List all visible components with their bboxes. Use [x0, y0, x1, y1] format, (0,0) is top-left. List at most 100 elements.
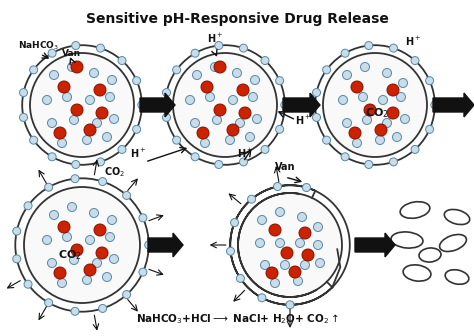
- Circle shape: [375, 135, 384, 144]
- Circle shape: [363, 116, 372, 125]
- Circle shape: [24, 202, 32, 210]
- Circle shape: [102, 132, 111, 141]
- Circle shape: [67, 203, 76, 211]
- Circle shape: [22, 45, 142, 165]
- Circle shape: [214, 104, 226, 116]
- Text: Sensitive pH-Responsive Drug Release: Sensitive pH-Responsive Drug Release: [86, 12, 388, 26]
- Circle shape: [313, 222, 322, 232]
- Circle shape: [99, 304, 107, 312]
- Circle shape: [58, 81, 70, 93]
- Circle shape: [70, 116, 79, 125]
- Circle shape: [96, 247, 108, 259]
- Circle shape: [237, 275, 245, 283]
- FancyArrow shape: [433, 93, 474, 117]
- Circle shape: [123, 291, 131, 299]
- Circle shape: [227, 124, 239, 136]
- Circle shape: [173, 66, 181, 74]
- Circle shape: [399, 79, 408, 87]
- Circle shape: [45, 299, 53, 307]
- Circle shape: [289, 266, 301, 278]
- Circle shape: [298, 212, 307, 221]
- Circle shape: [351, 81, 363, 93]
- Circle shape: [258, 294, 266, 302]
- Circle shape: [94, 224, 106, 236]
- Circle shape: [364, 104, 376, 116]
- Circle shape: [215, 161, 223, 168]
- Text: H$^+$: H$^+$: [237, 147, 254, 160]
- FancyArrow shape: [355, 233, 395, 257]
- Circle shape: [227, 247, 235, 255]
- Circle shape: [48, 153, 56, 161]
- Circle shape: [349, 127, 361, 139]
- Circle shape: [323, 53, 427, 157]
- Circle shape: [71, 104, 83, 116]
- FancyArrow shape: [140, 93, 175, 117]
- Circle shape: [286, 301, 294, 309]
- Circle shape: [315, 45, 435, 165]
- Circle shape: [191, 153, 199, 161]
- Circle shape: [106, 233, 115, 242]
- Circle shape: [92, 119, 101, 127]
- Circle shape: [165, 45, 285, 165]
- Circle shape: [266, 267, 278, 279]
- Circle shape: [54, 267, 66, 279]
- Circle shape: [206, 92, 215, 101]
- Circle shape: [365, 161, 373, 168]
- Circle shape: [108, 215, 117, 224]
- Circle shape: [281, 247, 293, 259]
- Circle shape: [239, 107, 251, 119]
- Text: CO$_2$: CO$_2$: [58, 248, 82, 262]
- Circle shape: [431, 101, 439, 109]
- Circle shape: [401, 115, 410, 124]
- Circle shape: [239, 158, 247, 166]
- Circle shape: [92, 258, 101, 267]
- Circle shape: [15, 178, 149, 312]
- Circle shape: [90, 209, 99, 217]
- Circle shape: [261, 260, 270, 269]
- Circle shape: [102, 272, 111, 282]
- Text: CO$_2$: CO$_2$: [104, 165, 125, 179]
- Circle shape: [63, 233, 72, 242]
- Circle shape: [133, 77, 141, 85]
- Circle shape: [201, 81, 213, 93]
- Circle shape: [281, 101, 289, 109]
- Circle shape: [13, 255, 21, 263]
- Circle shape: [233, 69, 241, 78]
- Circle shape: [99, 177, 107, 185]
- Circle shape: [173, 53, 277, 157]
- Circle shape: [250, 76, 259, 84]
- Circle shape: [173, 136, 181, 144]
- Circle shape: [312, 89, 320, 96]
- Circle shape: [185, 95, 194, 104]
- Circle shape: [215, 42, 223, 49]
- Circle shape: [390, 158, 398, 166]
- Circle shape: [253, 115, 262, 124]
- Circle shape: [302, 249, 314, 261]
- Circle shape: [109, 115, 118, 124]
- Circle shape: [94, 84, 106, 96]
- Circle shape: [163, 114, 171, 121]
- Circle shape: [24, 187, 140, 303]
- Circle shape: [30, 53, 134, 157]
- Circle shape: [361, 62, 370, 72]
- Circle shape: [212, 116, 221, 125]
- Text: Van: Van: [275, 162, 295, 172]
- Circle shape: [43, 236, 52, 245]
- Circle shape: [67, 62, 76, 72]
- Circle shape: [295, 239, 304, 248]
- Circle shape: [72, 161, 80, 168]
- Circle shape: [197, 127, 209, 139]
- Circle shape: [71, 61, 83, 73]
- Circle shape: [191, 119, 200, 127]
- Text: H$^+$: H$^+$: [295, 114, 311, 127]
- Circle shape: [343, 119, 352, 127]
- Circle shape: [90, 69, 99, 78]
- Circle shape: [48, 49, 56, 57]
- Circle shape: [123, 192, 131, 200]
- Circle shape: [257, 215, 266, 224]
- Circle shape: [85, 236, 94, 245]
- Circle shape: [379, 95, 388, 104]
- Circle shape: [273, 182, 282, 191]
- Circle shape: [301, 260, 310, 269]
- Circle shape: [214, 61, 226, 73]
